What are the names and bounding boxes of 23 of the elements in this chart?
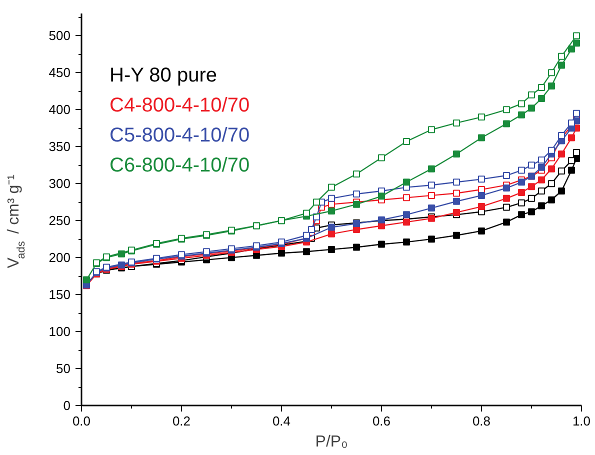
- y-tick-label: 300: [48, 176, 71, 192]
- x-tick-label: 0.2: [172, 414, 191, 428]
- y-axis-title: Vads / cm³ g⁻¹: [6, 174, 28, 268]
- x-tick-label: 0.8: [472, 414, 491, 428]
- text: C5-800-4-10/70: [110, 124, 250, 146]
- text: C6-800-4-10/70: [110, 154, 250, 176]
- y-tick-label: 50: [56, 361, 71, 376]
- y-tick-label: 500: [48, 28, 71, 44]
- y-tick-label: 400: [48, 102, 71, 118]
- y-tick-label: 0: [63, 398, 71, 413]
- text: H-Y 80 pure: [110, 64, 217, 86]
- x-tick-label: 0.0: [72, 414, 91, 428]
- text: C4-800-4-10/70: [110, 94, 250, 116]
- y-tick-label: 350: [48, 139, 71, 154]
- y-tick-label: 250: [48, 213, 71, 228]
- y-tick-label: 450: [48, 65, 71, 80]
- y-tick-label: 150: [48, 287, 71, 302]
- x-tick-label: 0.4: [272, 414, 291, 428]
- y-tick-label: 100: [48, 324, 71, 340]
- x-axis-title: P/P₀: [315, 434, 348, 450]
- x-tick-label: 1.0: [572, 414, 591, 428]
- y-tick-label: 200: [48, 250, 71, 266]
- x-tick-label: 0.6: [372, 414, 391, 428]
